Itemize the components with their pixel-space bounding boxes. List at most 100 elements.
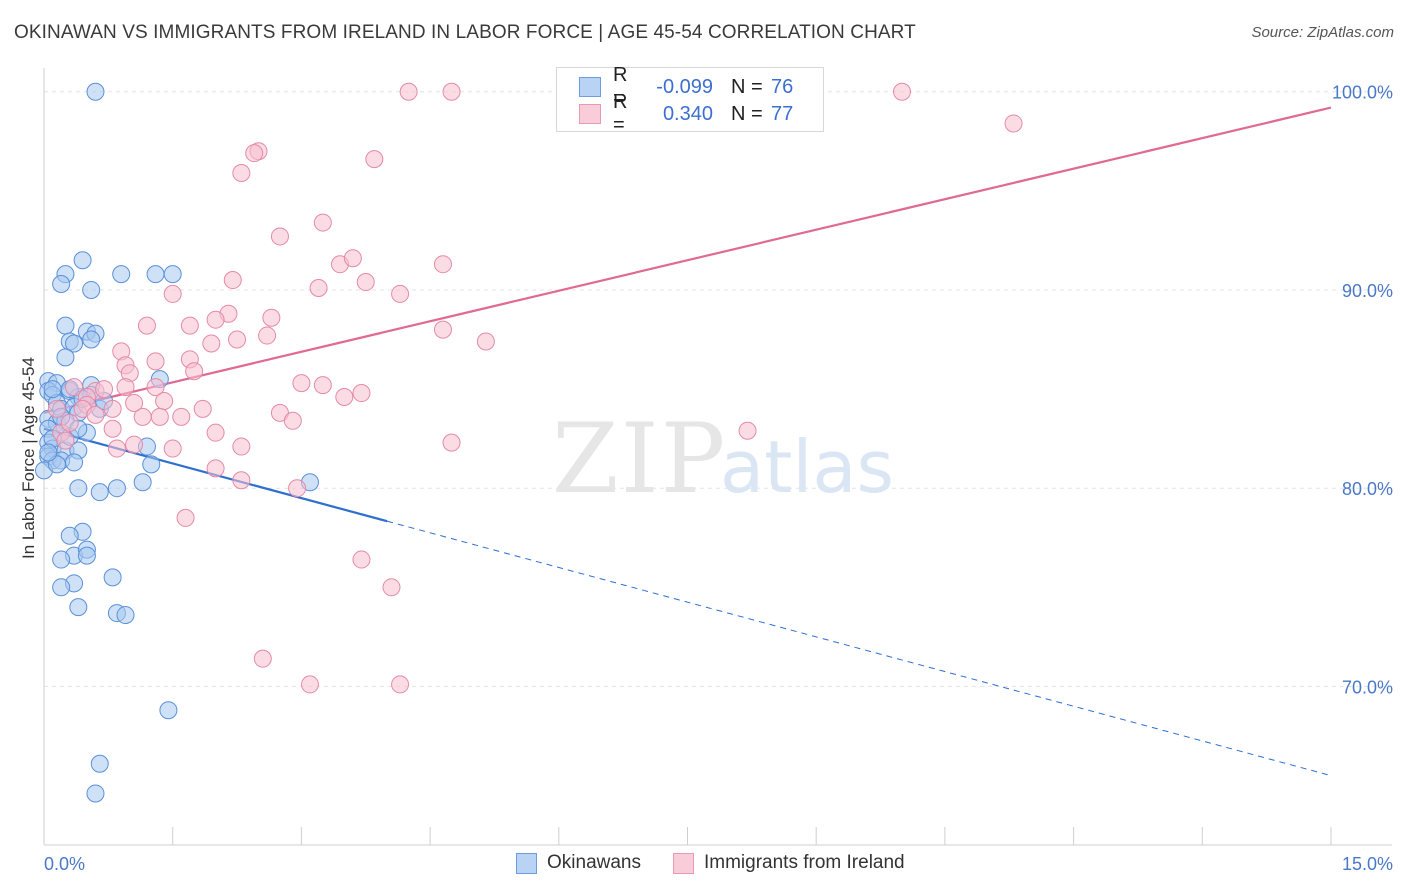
legend-item-ireland[interactable]: Immigrants from Ireland [673,852,905,874]
ireland-point [476,332,495,351]
okinawans-point [52,550,71,569]
legend-n-value: 77 [771,102,794,125]
ireland-point [223,271,242,290]
okinawans-point [163,265,182,284]
ireland-point [433,255,452,274]
watermark-zip: ZIP [552,403,727,515]
ireland-point [391,675,410,694]
x-tick-label: 15.0% [1342,854,1393,874]
ireland-point [335,388,354,407]
ireland-point [356,273,375,292]
ireland-point [232,471,251,490]
y-tick-label: 90.0% [1342,281,1393,301]
ireland-point [270,227,289,246]
okinawans-point [112,265,131,284]
legend-n-label: N = [731,102,763,125]
ireland-point [146,352,165,371]
ireland-point [270,403,289,422]
legend-swatch-pink [579,104,601,124]
ireland-point [352,384,371,403]
ireland-point [738,421,757,440]
ireland-point [292,374,311,393]
ireland-point [300,675,319,694]
okinawans-point [90,483,109,502]
ireland-point [86,405,105,424]
ireland-point [103,419,122,438]
ireland-point [202,334,221,353]
ireland-point [103,399,122,418]
x-tick-label: 0.0% [44,854,85,874]
okinawans-point [86,82,105,101]
ireland-point [95,380,114,399]
ireland-point [146,378,165,397]
ireland-point [262,308,281,327]
ireland-point [253,649,272,668]
okinawans-point [52,275,71,294]
legend-n-label: N = [731,75,763,98]
ireland-point [180,316,199,335]
series-legend: Okinawans Immigrants from Ireland [516,852,937,874]
y-tick-label: 100.0% [1332,83,1393,103]
ireland-point [433,320,452,339]
okinawans-point [60,526,79,545]
ireland-point [382,578,401,597]
okinawans-point [86,784,105,803]
okinawans-point [56,316,75,335]
y-axis-label: In Labor Force | Age 45-54 [19,357,38,559]
ireland-point [163,439,182,458]
okinawans-point [107,479,126,498]
legend-row-okinawans: R = -0.099 N = 76 [579,64,793,109]
grid-lines [44,91,1392,687]
ireland-points [47,82,1023,694]
ireland-point [258,326,277,345]
ireland-point [65,378,84,397]
legend-r-label: R = [613,64,628,109]
ireland-point [232,164,251,183]
okinawans-point [43,380,62,399]
x-tick-labels: 0.0% 15.0% [44,854,1393,874]
okinawans-trend-extension [387,520,1332,777]
ireland-point [391,284,410,303]
ireland-point [56,431,75,450]
ireland-trend-line [43,106,1332,414]
ireland-point [185,362,204,381]
ireland-point [60,413,79,432]
okinawans-point [69,598,88,617]
ireland-point [107,439,126,458]
ireland-point [163,284,182,303]
ireland-point [206,310,225,329]
ireland-point [193,399,212,418]
chart-title: OKINAWAN VS IMMIGRANTS FROM IRELAND IN L… [14,22,916,43]
ireland-point [343,249,362,268]
ireland-point [206,459,225,478]
legend-row-ireland: R = 0.340 N = 77 [579,91,794,136]
legend-r-value: -0.099 [656,75,713,98]
legend-label-okinawans: Okinawans [547,852,641,873]
ireland-point [288,479,307,498]
ireland-point [309,278,328,297]
okinawans-point [69,479,88,498]
okinawans-point [133,473,152,492]
okinawans-point [73,251,92,270]
legend-r-label: R = [613,91,628,136]
okinawans-point [65,453,84,472]
legend-swatch-ireland [673,852,694,874]
legend-swatch-blue [579,77,601,97]
okinawans-point [90,754,109,773]
ireland-point [232,437,251,456]
ireland-point [352,550,371,569]
ireland-point [172,407,191,426]
ireland-point [245,144,264,163]
ireland-point [47,399,66,418]
ireland-point [1004,114,1023,133]
ireland-point [399,82,418,101]
legend-item-okinawans[interactable]: Okinawans [516,852,641,874]
legend-swatch-okinawans [516,852,537,874]
legend-r-value: 0.340 [662,102,713,125]
okinawans-point [103,568,122,587]
ireland-point [893,82,911,101]
okinawans-point [52,578,71,597]
ireland-point [313,213,332,232]
okinawans-point [142,455,161,474]
